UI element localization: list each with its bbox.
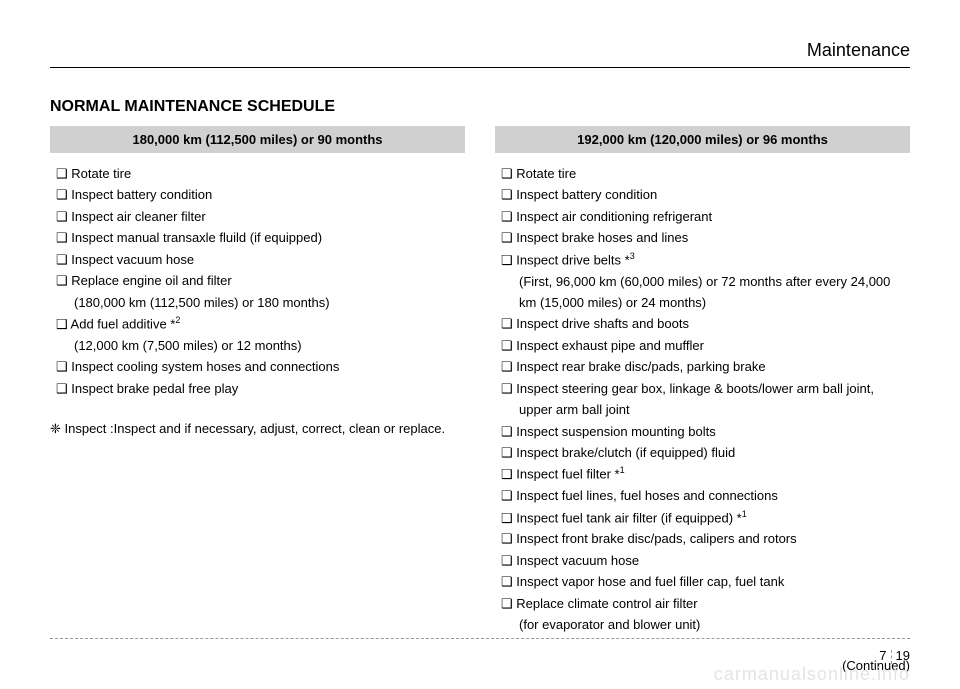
list-item: ❑ Inspect suspension mounting bolts [501,421,904,442]
list-item: ❑ Rotate tire [501,163,904,184]
list-item: ❑ Inspect fuel tank air filter (if equip… [501,507,904,529]
page-num-separator [891,650,892,664]
left-box-body: ❑ Rotate tire❑ Inspect battery condition… [50,153,465,409]
right-box-body: ❑ Rotate tire❑ Inspect battery condition… [495,153,910,646]
list-item: ❑ Inspect drive belts *3 [501,249,904,271]
inspect-note: ❈ Inspect : Inspect and if necessary, ad… [50,419,465,439]
list-item: ❑ Inspect vacuum hose [501,550,904,571]
page-num-left: 7 [879,648,886,663]
list-item: ❑ Inspect steering gear box, linkage & b… [501,378,904,421]
list-item: ❑ Inspect vapor hose and fuel filler cap… [501,571,904,592]
list-item: ❑ Inspect exhaust pipe and muffler [501,335,904,356]
list-item: ❑ Replace climate control air filter [501,593,904,614]
list-item: ❑ Inspect cooling system hoses and conne… [56,356,459,377]
list-item: ❑ Inspect front brake disc/pads, caliper… [501,528,904,549]
list-subitem: (180,000 km (112,500 miles) or 180 month… [56,292,459,313]
footnote-ref: 1 [742,509,747,519]
list-item: ❑ Inspect rear brake disc/pads, parking … [501,356,904,377]
note-text: Inspect and if necessary, adjust, correc… [114,419,445,439]
footnote-ref: 1 [620,465,625,475]
footer-rule [50,638,910,639]
list-item: ❑ Replace engine oil and filter [56,270,459,291]
right-column: 192,000 km (120,000 miles) or 96 months … [495,126,910,673]
header-rule [50,67,910,68]
list-item: ❑ Rotate tire [56,163,459,184]
section-header: Maintenance [50,40,910,61]
list-subitem: (12,000 km (7,500 miles) or 12 months) [56,335,459,356]
right-box-header: 192,000 km (120,000 miles) or 96 months [495,126,910,153]
list-item: ❑ Inspect air cleaner filter [56,206,459,227]
list-item: ❑ Inspect brake hoses and lines [501,227,904,248]
watermark: carmanualsonline.info [714,664,910,685]
list-item: ❑ Inspect battery condition [56,184,459,205]
list-item: ❑ Inspect manual transaxle fluild (if eq… [56,227,459,248]
footnote-ref: 3 [630,251,635,261]
list-item: ❑ Inspect air conditioning refrigerant [501,206,904,227]
list-item: ❑ Add fuel additive *2 [56,313,459,335]
list-item: ❑ Inspect fuel filter *1 [501,463,904,485]
note-label: ❈ Inspect : [50,419,114,439]
page-title: NORMAL MAINTENANCE SCHEDULE [50,98,910,116]
list-item: ❑ Inspect brake/clutch (if equipped) flu… [501,442,904,463]
list-subitem: (for evaporator and blower unit) [501,614,904,635]
list-item: ❑ Inspect drive shafts and boots [501,313,904,334]
list-item: ❑ Inspect vacuum hose [56,249,459,270]
footnote-ref: 2 [175,315,180,325]
content-columns: 180,000 km (112,500 miles) or 90 months … [50,126,910,673]
left-box-header: 180,000 km (112,500 miles) or 90 months [50,126,465,153]
list-item: ❑ Inspect brake pedal free play [56,378,459,399]
page-number: 7 19 [879,648,910,664]
page-num-right: 19 [896,648,910,663]
list-subitem: (First, 96,000 km (60,000 miles) or 72 m… [501,271,904,314]
left-column: 180,000 km (112,500 miles) or 90 months … [50,126,465,673]
list-item: ❑ Inspect battery condition [501,184,904,205]
list-item: ❑ Inspect fuel lines, fuel hoses and con… [501,485,904,506]
